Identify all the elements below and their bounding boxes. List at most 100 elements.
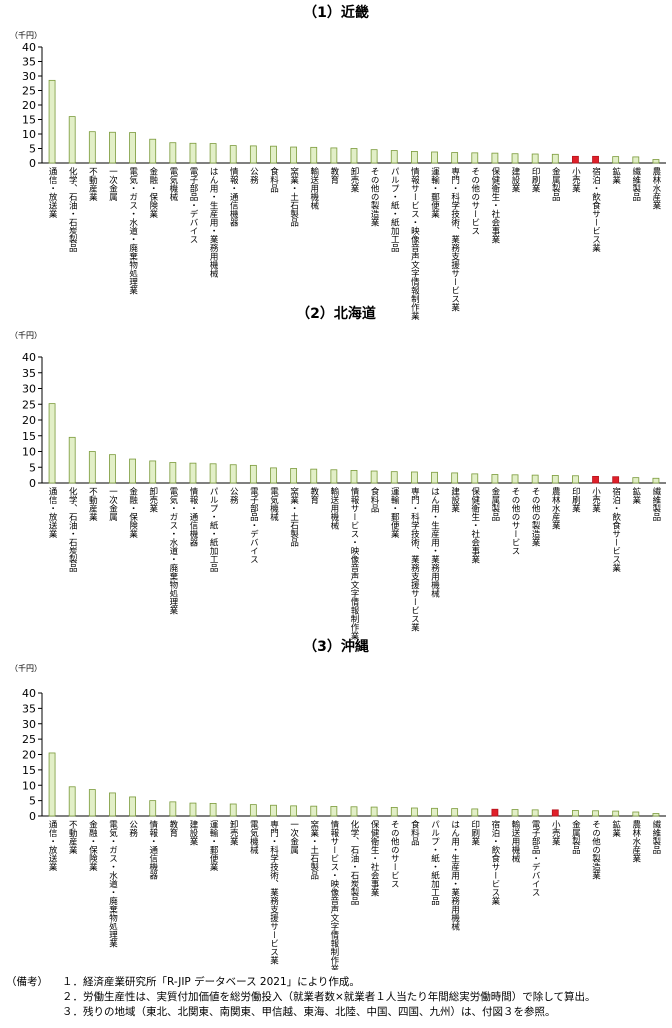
x-label: パルプ・紙・紙加工品 [389, 167, 399, 253]
y-tick-label: 35 [22, 56, 36, 69]
bar-公務 [129, 796, 136, 817]
bar-電子部品・デバイス [531, 809, 539, 817]
bar-建設業 [511, 153, 519, 164]
bar-教育 [310, 468, 318, 484]
x-label: 電気・ガス・水道・廃棄物処理業 [128, 167, 138, 295]
y-tick-label: 15 [22, 764, 36, 777]
bar-パルプ・紙・紙加工品 [390, 150, 398, 164]
bar-窯業・土石製品 [310, 805, 318, 817]
x-label: 電子部品・デバイス [530, 820, 540, 897]
x-label: 宿泊・飲食サービス業 [490, 819, 500, 906]
x-label: パルプ・紙・紙加工品 [430, 820, 440, 906]
bar-繊維製品 [632, 156, 640, 164]
panel-title: （2）北海道 [296, 305, 376, 322]
bar-電気・ガス・水道・廃棄物処理業 [109, 792, 116, 817]
x-label: 農林水産業 [550, 486, 560, 530]
x-label: 公務 [228, 487, 238, 505]
panel-title: （1）近畿 [303, 4, 369, 21]
x-label: 卸売業 [349, 166, 359, 193]
x-label: 情報・通信機器 [228, 166, 238, 227]
bar-運輸・郵便業 [390, 471, 398, 484]
bar-農林水産業 [652, 159, 660, 164]
bar-金融・保険業 [129, 458, 136, 484]
x-label: 小売業 [591, 486, 601, 513]
x-label: その他のサービス [510, 487, 520, 555]
bar-繊維製品 [652, 477, 660, 484]
x-label: 情報サービス・映像音声文字情報制作業 [329, 819, 339, 970]
bar-食料品 [270, 145, 277, 164]
bar-農林水産業 [632, 811, 640, 817]
x-label: 不動産業 [67, 820, 77, 855]
bar-食料品 [370, 470, 378, 484]
x-label: 一次金属 [107, 487, 117, 522]
y-tick-label: 35 [22, 367, 36, 380]
x-label: その他のサービス [470, 167, 480, 235]
x-label: 専門・科学技術、業務支援サービス業 [409, 486, 419, 632]
bar-窯業・土石製品 [290, 146, 298, 164]
bar-保健衛生・社会事業 [491, 152, 499, 164]
bar-小売業 [551, 809, 559, 817]
x-label: その他のサービス [389, 820, 399, 888]
bar-鉱業 [612, 156, 620, 164]
bar-輸送用機械 [511, 809, 519, 817]
x-label: 教育 [329, 166, 339, 185]
bar-建設業 [189, 802, 197, 817]
note-row: （備考） １．経済産業研究所「R-JIP データベース 2021」により作成。 [6, 975, 670, 990]
x-label: 情報・通信機器 [188, 486, 198, 547]
bar-不動産業 [88, 131, 96, 164]
bar-一次金属 [109, 454, 116, 484]
bar-はん用・生産用・業務用機械 [209, 143, 217, 164]
x-label: その他の製造業 [591, 820, 601, 880]
y-tick-label: 15 [22, 114, 36, 127]
x-label: 輸送用機械 [510, 819, 520, 863]
note-3: ３．残りの地域（東北、北関東、南関東、甲信越、東海、北陸、中国、四国、九州）は、… [62, 1006, 556, 1018]
y-tick-label: 15 [22, 430, 36, 443]
x-label: 建設業 [450, 486, 460, 513]
bar-鉱業 [612, 810, 620, 817]
y-tick-label: 5 [29, 461, 36, 474]
bar-印刷業 [471, 808, 479, 817]
panel-title: （3）沖縄 [303, 638, 369, 655]
bar-輸送用機械 [330, 469, 338, 484]
bar-はん用・生産用・業務用機械 [431, 471, 438, 484]
bar-パルプ・紙・紙加工品 [431, 807, 438, 817]
y-tick-label: 0 [29, 810, 36, 823]
x-label: 金融・保険業 [148, 166, 158, 219]
bar-卸売業 [229, 803, 237, 817]
x-label: 不動産業 [87, 167, 97, 202]
x-label: 保健衛生・社会事業 [470, 486, 480, 564]
bar-卸売業 [149, 460, 157, 484]
x-label: 卸売業 [148, 486, 158, 513]
bar-その他の製造業 [531, 474, 539, 484]
y-tick-label: 5 [29, 795, 36, 808]
x-label: 小売業 [570, 166, 580, 193]
bar-電気機械 [270, 467, 277, 484]
bar-宿泊・飲食サービス業 [592, 155, 599, 164]
y-tick-label: 25 [22, 85, 36, 98]
x-label: 専門・科学技術、業務支援サービス業 [268, 819, 278, 965]
bar-金属製品 [572, 810, 579, 817]
x-label: はん用・生産用・業務用機械 [450, 820, 460, 931]
bar-食料品 [410, 807, 418, 817]
x-label: 通信・放送業 [47, 166, 57, 219]
x-label: 化学、石油・石炭製品 [67, 166, 77, 253]
note-2: ２．労働生産性は、実質付加価値を総労働投入（就業者数×就業者１人当たり年間総実労… [62, 991, 596, 1003]
y-tick-label: 30 [22, 383, 36, 396]
x-label: 化学、石油・石炭製品 [349, 819, 359, 906]
bar-情報・通信機器 [149, 800, 157, 817]
bar-通信・放送業 [48, 79, 56, 164]
x-label: 食料品 [409, 819, 419, 846]
x-label: 金属製品 [490, 486, 500, 522]
y-tick-label: 25 [22, 733, 36, 746]
bar-運輸・郵便業 [431, 151, 438, 164]
bar-教育 [169, 801, 177, 817]
x-label: 建設業 [188, 819, 198, 846]
bar-卸売業 [350, 148, 358, 164]
x-label: 金属製品 [570, 819, 580, 855]
bar-化学、石油・石炭製品 [350, 806, 358, 817]
notes-head: （備考） [6, 976, 48, 988]
bar-化学、石油・石炭製品 [68, 116, 76, 164]
x-label: 小売業 [550, 819, 560, 846]
x-label: 輸送用機械 [329, 486, 339, 530]
bar-鉱業 [632, 477, 640, 484]
